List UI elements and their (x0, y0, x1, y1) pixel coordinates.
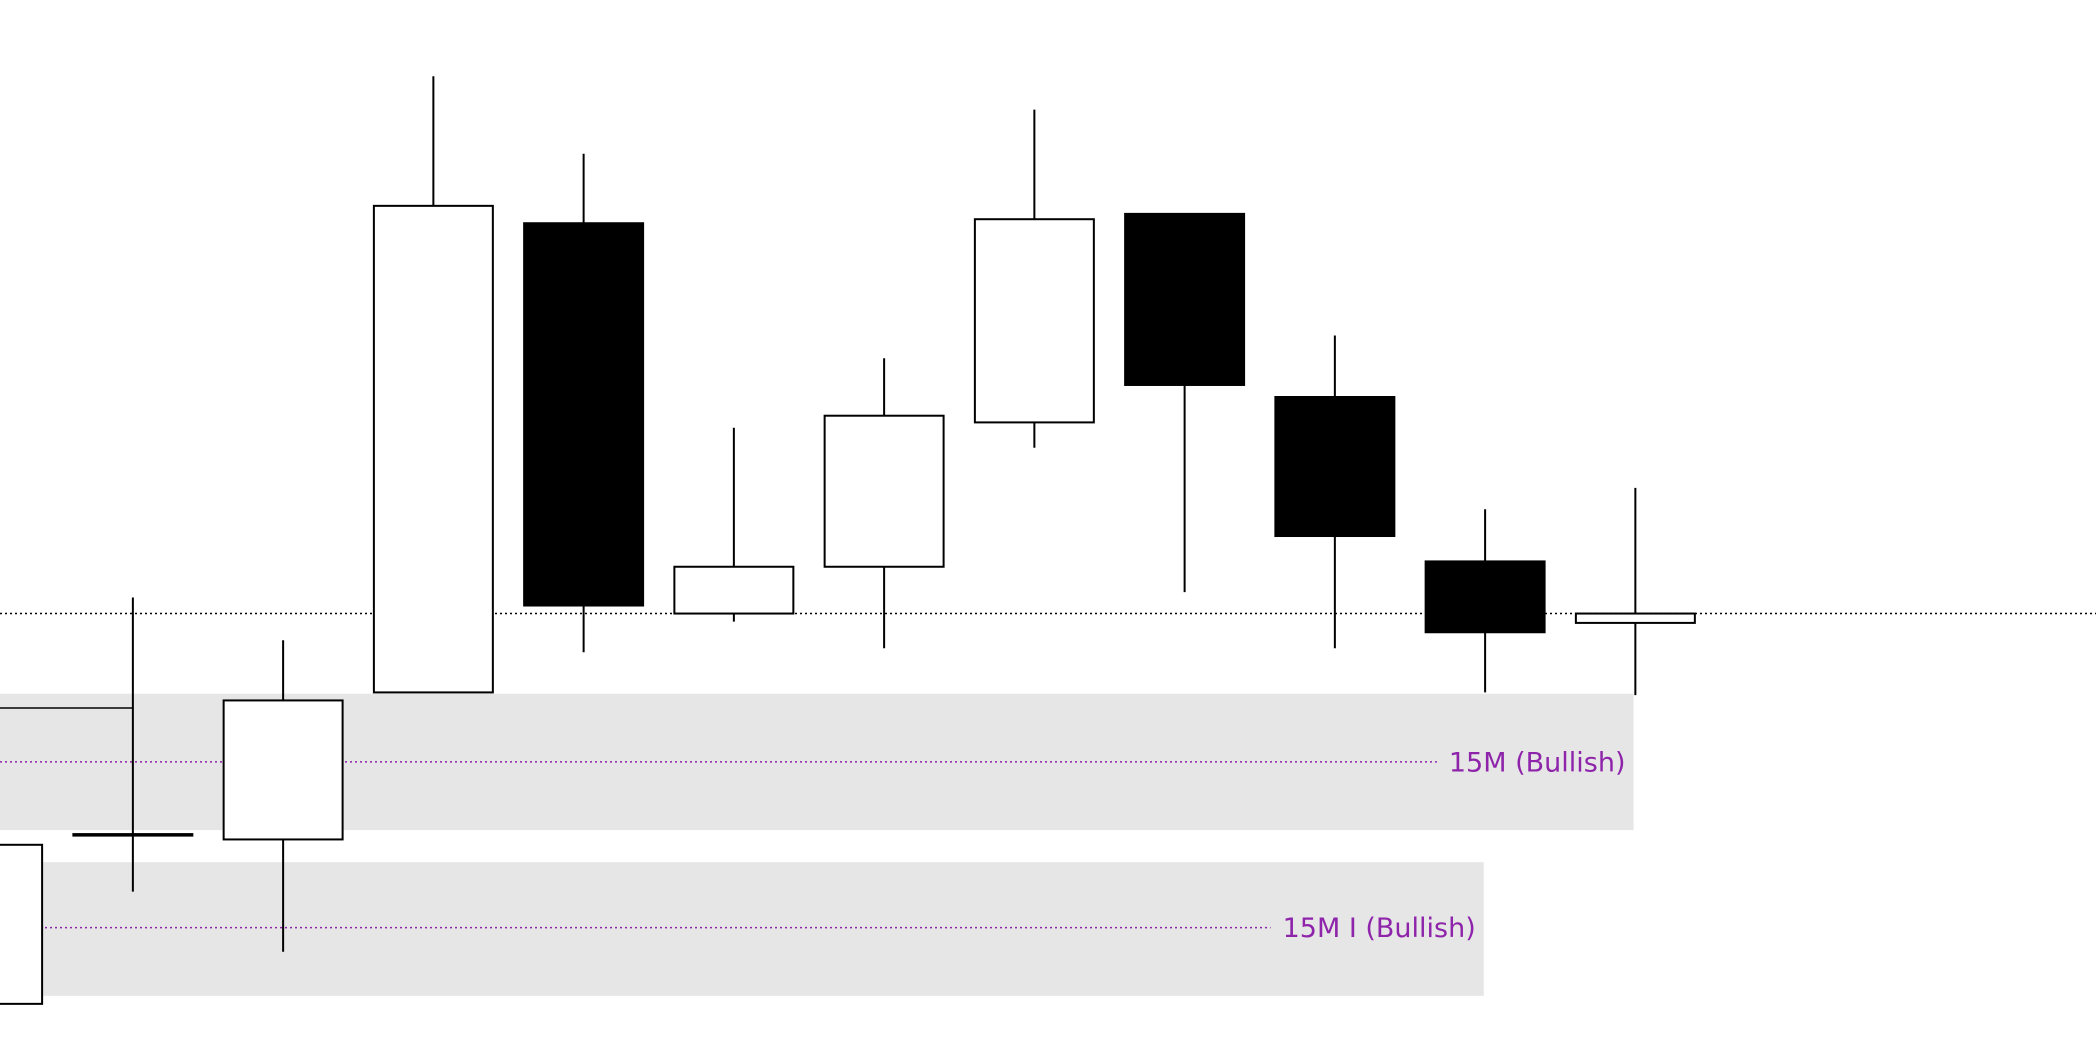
candle-body (72, 833, 194, 837)
candle-body (523, 222, 645, 607)
candle-body (222, 699, 344, 841)
candle-body (0, 843, 44, 1005)
candle-body (1274, 395, 1396, 538)
zone (0, 862, 1484, 996)
zone-label: 15M (Bullish) (1449, 747, 1626, 778)
candle-body (1424, 560, 1546, 634)
candle-body (973, 218, 1095, 424)
candle-body (673, 565, 795, 615)
candle-body (823, 414, 945, 568)
candle-body (1124, 212, 1246, 386)
zone-label: 15M I (Bullish) (1283, 913, 1476, 944)
candle-body (372, 204, 494, 694)
candle-body (1574, 612, 1696, 624)
